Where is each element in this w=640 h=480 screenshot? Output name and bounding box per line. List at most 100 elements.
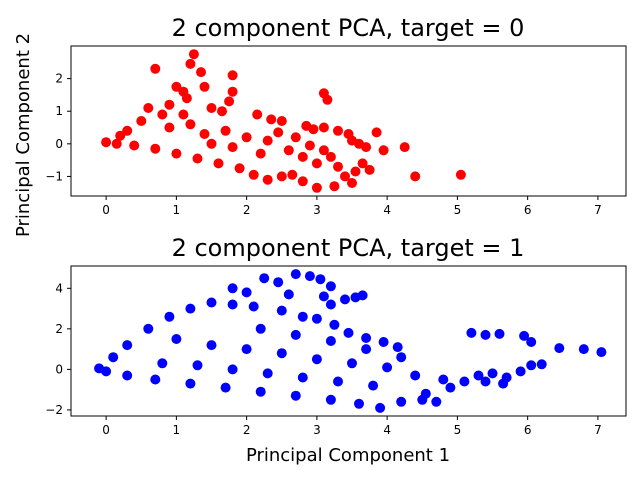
y-axis-ticks: −2 0 2 4 xyxy=(45,281,71,417)
x-tick-label: 0 xyxy=(102,203,110,217)
scatter-point xyxy=(157,109,168,120)
x-tick-label: 6 xyxy=(524,203,532,217)
scatter-point xyxy=(108,352,119,363)
scatter-point xyxy=(101,137,112,148)
y-axis-ticks: −1 0 1 2 xyxy=(45,72,71,183)
scatter-point xyxy=(311,158,322,169)
scatter-point xyxy=(318,291,329,302)
y-tick-label: 4 xyxy=(55,281,63,295)
scatter-point xyxy=(241,344,252,355)
scatter-point xyxy=(122,125,133,136)
scatter-point xyxy=(234,163,245,174)
scatter-points-target-0 xyxy=(101,49,466,193)
scatter-point xyxy=(199,129,210,139)
x-tick-label: 6 xyxy=(524,423,532,437)
scatter-point xyxy=(480,329,491,340)
y-tick-label: −1 xyxy=(45,169,63,183)
scatter-point xyxy=(304,140,315,151)
scatter-point xyxy=(206,297,217,308)
scatter-point xyxy=(266,114,277,125)
scatter-point xyxy=(255,386,266,397)
scatter-point xyxy=(526,337,537,347)
scatter-point xyxy=(185,58,196,69)
scatter-point xyxy=(343,327,354,338)
scatter-point xyxy=(185,119,196,130)
subplot-target-0: 2 component PCA, target = 0 0 1 2 3 4 5 6 7 −1 0… xyxy=(45,14,627,217)
scatter-point xyxy=(340,171,350,182)
scatter-point xyxy=(466,327,477,338)
scatter-point xyxy=(227,86,238,97)
scatter-point xyxy=(227,283,238,294)
scatter-point xyxy=(308,124,319,135)
scatter-point xyxy=(111,138,122,149)
scatter-point xyxy=(311,354,322,365)
scatter-point xyxy=(350,166,361,177)
scatter-point xyxy=(171,148,182,159)
x-tick-label: 1 xyxy=(173,203,181,217)
scatter-point xyxy=(157,358,168,369)
scatter-point xyxy=(399,142,410,153)
scatter-point xyxy=(487,368,498,379)
scatter-point xyxy=(354,398,364,409)
scatter-point xyxy=(227,70,238,81)
scatter-point xyxy=(498,378,509,389)
figure-xlabel: Principal Component 1 xyxy=(246,445,450,466)
scatter-point xyxy=(347,178,357,188)
scatter-point xyxy=(199,81,210,92)
scatter-point xyxy=(290,269,301,280)
scatter-point xyxy=(297,151,308,162)
scatter-point xyxy=(368,380,379,391)
y-tick-label: 0 xyxy=(55,362,63,376)
x-axis-ticks: 0 1 2 3 4 5 6 7 xyxy=(102,416,602,437)
scatter-point xyxy=(438,374,449,385)
scatter-point xyxy=(578,344,589,355)
scatter-points-target-1 xyxy=(94,269,607,413)
scatter-point xyxy=(196,67,206,78)
scatter-point xyxy=(276,116,287,126)
scatter-point xyxy=(164,99,175,110)
scatter-point xyxy=(262,174,273,185)
scatter-point xyxy=(519,330,530,341)
scatter-point xyxy=(536,359,547,370)
scatter-point xyxy=(171,334,182,344)
scatter-point xyxy=(297,372,308,383)
scatter-point xyxy=(248,301,259,312)
chart-title: 2 component PCA, target = 1 xyxy=(172,234,525,262)
scatter-point xyxy=(122,340,133,351)
scatter-point xyxy=(325,281,336,292)
scatter-point xyxy=(276,171,287,182)
x-tick-label: 3 xyxy=(313,203,321,217)
x-tick-label: 0 xyxy=(102,423,110,437)
scatter-point xyxy=(378,145,389,156)
scatter-point xyxy=(329,319,340,330)
scatter-point xyxy=(364,164,375,175)
scatter-point xyxy=(325,299,336,310)
scatter-point xyxy=(455,169,466,180)
scatter-point xyxy=(259,273,270,284)
scatter-point xyxy=(276,305,287,316)
scatter-point xyxy=(171,81,182,92)
y-tick-label: 2 xyxy=(55,322,63,336)
scatter-point xyxy=(241,287,252,298)
scatter-point xyxy=(431,396,442,407)
scatter-point xyxy=(255,148,266,159)
scatter-point xyxy=(361,142,372,153)
scatter-point xyxy=(164,122,175,133)
x-axis-ticks: 0 1 2 3 4 5 6 7 xyxy=(102,196,602,217)
scatter-point xyxy=(122,370,133,381)
scatter-point xyxy=(445,382,456,393)
scatter-point xyxy=(410,171,421,182)
scatter-point xyxy=(143,103,154,113)
scatter-point xyxy=(290,390,301,401)
scatter-point xyxy=(333,161,343,172)
scatter-point xyxy=(318,122,329,133)
scatter-point xyxy=(217,106,227,117)
subplot-target-1: 2 component PCA, target = 1 0 1 2 3 4 5 6 7 −2 0… xyxy=(45,234,627,437)
scatter-point xyxy=(283,145,294,156)
scatter-point xyxy=(315,274,326,285)
scatter-point xyxy=(115,130,126,141)
scatter-point xyxy=(206,138,217,149)
scatter-point xyxy=(262,135,273,146)
plot-frame xyxy=(70,45,627,197)
